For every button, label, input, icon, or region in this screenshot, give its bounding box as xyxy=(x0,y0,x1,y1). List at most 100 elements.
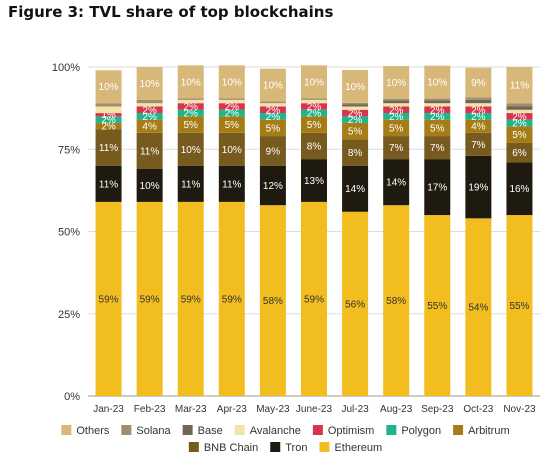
data-label-optimism: 2% xyxy=(512,112,527,123)
bar-segment-tron xyxy=(465,155,492,219)
bar-segment-polygon xyxy=(136,113,163,120)
legend-item-avalanche: Avalanche xyxy=(234,425,301,437)
bar-segment-others xyxy=(95,70,122,104)
bar-segment-ethereum xyxy=(465,218,492,396)
bar-segment-bnb-chain xyxy=(95,129,122,166)
y-tick-label: 25% xyxy=(58,309,80,321)
data-label-tron: 11% xyxy=(99,179,118,190)
bar-segment-others xyxy=(383,66,410,99)
data-label-polygon: 2% xyxy=(307,109,322,120)
bar-segment-optimism xyxy=(136,106,163,114)
bar-stack-jul-23: 56%14%8%5%2%2%10% xyxy=(342,69,369,396)
data-label-bnb-chain: 8% xyxy=(307,141,322,152)
bar-segment-avalanche xyxy=(342,106,369,110)
legend-item-arbitrum: Arbitrum xyxy=(453,425,510,437)
data-label-ethereum: 59% xyxy=(99,294,119,305)
bar-segment-ethereum xyxy=(383,205,410,396)
data-label-tron: 12% xyxy=(263,181,283,192)
data-label-arbitrum: 5% xyxy=(389,123,404,134)
bar-segment-others xyxy=(301,65,327,99)
data-label-bnb-chain: 11% xyxy=(99,143,118,154)
legend-swatch xyxy=(188,442,199,452)
legend-swatch xyxy=(386,425,397,435)
bar-segment-others xyxy=(465,67,492,98)
bar-segment-base xyxy=(424,100,451,104)
data-label-tron: 11% xyxy=(181,179,200,190)
data-label-polygon: 2% xyxy=(184,109,199,120)
bar-segment-avalanche xyxy=(177,99,204,104)
bar-segment-others xyxy=(342,69,369,103)
bar-segment-bnb-chain xyxy=(259,136,286,166)
bar-segment-solana xyxy=(177,98,204,100)
y-tick-label: 100% xyxy=(52,62,80,74)
legend-item-polygon: Polygon xyxy=(386,425,441,437)
data-label-arbitrum: 5% xyxy=(184,120,199,131)
legend-item-tron: Tron xyxy=(270,442,307,454)
bar-segment-tron xyxy=(342,165,369,212)
x-tick-label: Feb-23 xyxy=(134,404,166,415)
data-label-bnb-chain: 11% xyxy=(140,146,159,157)
data-label-others: 11% xyxy=(510,81,529,92)
bar-segment-avalanche xyxy=(136,103,163,107)
bar-stack-may-23: 58%12%9%5%2%2%10% xyxy=(259,68,286,396)
legend-swatch xyxy=(234,425,245,435)
bar-segment-bnb-chain xyxy=(424,136,451,160)
x-axis: Jan-23 Feb-23 Mar-23 Apr-23 May-23 June-23 Jul… xyxy=(93,404,536,415)
bar-segment-tron xyxy=(259,165,286,206)
data-label-bnb-chain: 7% xyxy=(389,143,404,154)
data-label-bnb-chain: 7% xyxy=(471,140,486,151)
bar-segment-arbitrum xyxy=(177,116,204,133)
bar-segment-bnb-chain xyxy=(177,132,204,166)
bar-segment-polygon xyxy=(424,113,451,120)
data-label-polygon: 2% xyxy=(348,115,363,126)
bar-segment-avalanche xyxy=(218,99,245,104)
x-tick-label: June-23 xyxy=(296,404,333,415)
bar-segment-ethereum xyxy=(301,201,327,396)
data-label-tron: 11% xyxy=(222,179,241,190)
legend-swatch xyxy=(121,425,132,435)
bar-segment-solana xyxy=(506,103,533,107)
bar-segment-polygon xyxy=(383,113,410,120)
bar-stack-apr-23: 59%11%10%5%2%2%10% xyxy=(218,65,245,396)
bar-segment-avalanche xyxy=(95,106,122,114)
legend-item-solana: Solana xyxy=(121,425,172,437)
legend-label: Optimism xyxy=(328,425,374,437)
bar-segment-tron xyxy=(506,162,533,216)
legend-item-optimism: Optimism xyxy=(312,425,374,437)
data-label-ethereum: 59% xyxy=(140,294,160,305)
bar-segment-solana xyxy=(218,98,245,100)
x-tick-label: Mar-23 xyxy=(175,404,207,415)
data-label-others: 10% xyxy=(386,78,406,89)
bar-segment-others xyxy=(136,67,163,100)
bar-stack-jan-23: 59% 11% 11% 2%2%1% 10% xyxy=(95,70,122,396)
bar-segment-bnb-chain xyxy=(136,132,163,169)
data-label-others: 10% xyxy=(99,82,119,93)
bar-segment-optimism xyxy=(259,106,286,114)
bar-stack-sep-23: 55%17%7%5%2%2%10% xyxy=(424,65,451,396)
bar-segment-arbitrum xyxy=(301,116,327,133)
bar-segment-polygon xyxy=(301,109,327,117)
data-label-others: 10% xyxy=(304,77,324,88)
bar-segment-bnb-chain xyxy=(383,136,410,160)
data-label-polygon: 2% xyxy=(266,112,281,123)
bar-segment-polygon xyxy=(259,113,286,120)
data-label-bnb-chain: 7% xyxy=(430,143,445,154)
data-label-others: 10% xyxy=(263,81,283,92)
bar-segment-arbitrum xyxy=(218,116,245,133)
data-label-others: 10% xyxy=(140,79,160,90)
data-label-optimism: 2% xyxy=(184,102,199,113)
bar-segment-optimism xyxy=(383,106,410,114)
bar-segment-solana xyxy=(136,99,163,104)
data-label-arbitrum: 5% xyxy=(512,130,527,141)
data-label-optimism: 2% xyxy=(266,105,281,116)
bar-segment-tron xyxy=(95,165,122,202)
bar-segment-ethereum xyxy=(95,201,122,396)
bar-segment-solana xyxy=(259,101,286,104)
bar-segment-optimism xyxy=(465,106,492,114)
legend-label: Others xyxy=(76,425,110,437)
bar-segment-base xyxy=(465,99,492,104)
legend-item-bnb-chain: BNB Chain xyxy=(188,442,258,454)
data-label-bnb-chain: 10% xyxy=(181,145,201,156)
y-tick-label: 0% xyxy=(64,391,80,403)
data-label-ethereum: 59% xyxy=(222,294,242,305)
